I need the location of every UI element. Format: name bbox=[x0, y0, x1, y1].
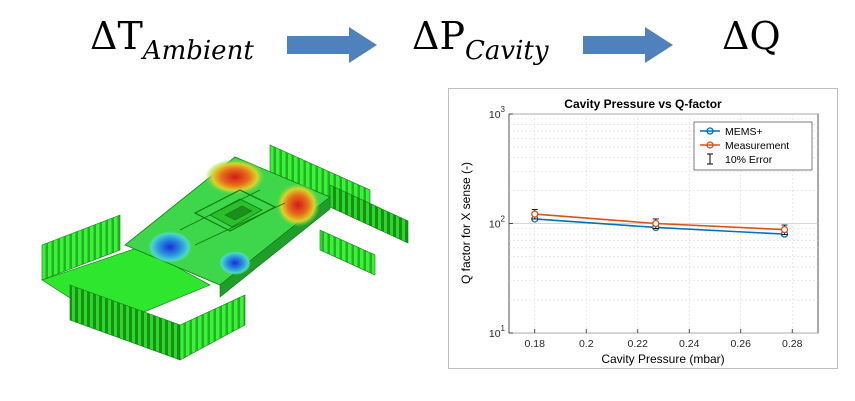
inner-frame bbox=[193, 189, 277, 232]
right-arrow-icon bbox=[287, 27, 377, 63]
legend-box bbox=[693, 121, 813, 171]
ambient-subscript: Ambient bbox=[142, 36, 254, 66]
x-tick-label: 0.18 bbox=[525, 338, 546, 350]
high-stress-region bbox=[276, 183, 320, 227]
q-factor-chart: Cavity Pressure vs Q-factor 0.18 0.2 0.22 0… bbox=[448, 88, 838, 369]
comb-finger-array bbox=[179, 294, 246, 361]
delta-p-symbol: ΔP bbox=[412, 14, 466, 58]
delta-p-cavity-label: ΔPCavity bbox=[412, 14, 549, 66]
data-point bbox=[531, 210, 539, 218]
x-tick-label: 0.24 bbox=[679, 338, 700, 350]
legend-label-error: 10% Error bbox=[725, 154, 773, 166]
delta-q-label: ΔQ bbox=[722, 14, 781, 58]
legend-error-icon bbox=[707, 153, 713, 165]
legend: MEMS+ Measurement 10% Error bbox=[693, 121, 813, 171]
data-point bbox=[652, 219, 660, 228]
x-tick-label: 0.28 bbox=[782, 338, 803, 350]
data-point bbox=[780, 225, 789, 234]
y-axis-ticks: 101 102 103 bbox=[489, 105, 513, 340]
right-arrow-icon bbox=[583, 27, 673, 63]
x-axis-ticks: 0.18 0.2 0.22 0.24 0.26 0.28 bbox=[525, 329, 803, 350]
y-tick-label: 101 bbox=[489, 324, 506, 340]
legend-marker-mems bbox=[706, 127, 714, 135]
delta-t-symbol: ΔT bbox=[90, 14, 143, 58]
chart-title: Cavity Pressure vs Q-factor bbox=[564, 97, 722, 111]
mems-fea-model-image bbox=[41, 144, 409, 361]
low-stress-region bbox=[219, 251, 251, 275]
legend-marker-measurement bbox=[706, 141, 714, 149]
series-group bbox=[531, 209, 789, 238]
legend-label-measurement: Measurement bbox=[725, 140, 789, 152]
low-stress-region bbox=[148, 231, 192, 263]
legend-label-mems: MEMS+ bbox=[725, 126, 763, 138]
delta-q-symbol: ΔQ bbox=[722, 14, 781, 58]
x-tick-label: 0.26 bbox=[731, 338, 752, 350]
cavity-subscript: Cavity bbox=[465, 36, 549, 66]
x-axis-label: Cavity Pressure (mbar) bbox=[601, 352, 724, 366]
high-stress-region bbox=[205, 159, 265, 195]
chart-svg: Cavity Pressure vs Q-factor 0.18 0.2 0.22 0… bbox=[448, 88, 838, 369]
comb-finger-array bbox=[319, 229, 376, 276]
y-tick-label: 103 bbox=[489, 105, 506, 121]
inner-frame bbox=[224, 205, 253, 221]
delta-t-ambient-label: ΔTAmbient bbox=[90, 14, 254, 66]
comb-finger-array bbox=[41, 214, 121, 281]
y-axis-label: Q factor for X sense (-) bbox=[459, 162, 473, 284]
y-tick-label: 102 bbox=[489, 215, 506, 231]
x-tick-label: 0.22 bbox=[628, 338, 649, 350]
x-tick-label: 0.2 bbox=[579, 338, 594, 350]
